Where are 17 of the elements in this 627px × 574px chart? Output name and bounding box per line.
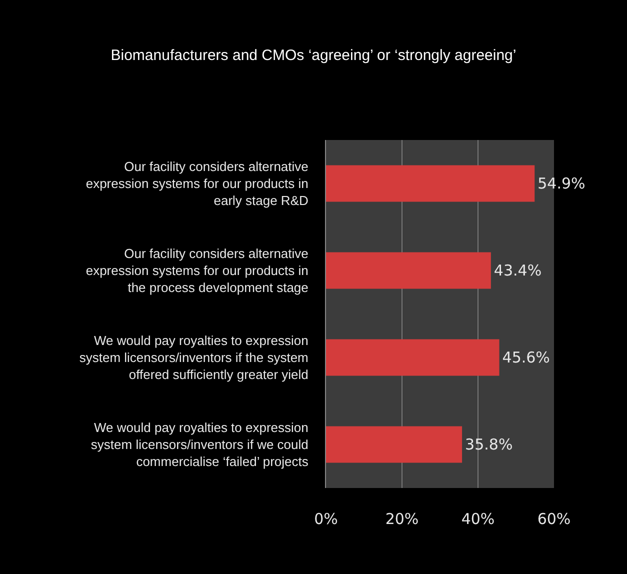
y-tick-label: We would pay royalties to expression system licensors/inventors if the system offered sufficiently greater yield xyxy=(79,333,308,382)
bar xyxy=(326,426,462,463)
y-tick-label: Our facility considers alternative expression systems for our products in early stage R&D xyxy=(86,159,308,208)
data-label: 54.9% xyxy=(538,174,586,192)
y-tick-label: Our facility considers alternative expression systems for our products in the process development stage xyxy=(86,246,308,295)
data-label: 35.8% xyxy=(465,436,513,454)
data-label: 43.4% xyxy=(494,262,542,280)
x-tick-label: 40% xyxy=(461,510,495,528)
bar xyxy=(326,252,491,289)
bar xyxy=(326,165,535,202)
y-tick-label: We would pay royalties to expression system licensors/inventors if we could commercialise ‘failed’ projects xyxy=(90,420,309,469)
x-tick-label: 0% xyxy=(314,510,338,528)
chart-title: Biomanufacturers and CMOs ‘agreeing’ or ‘strongly agreeing’ xyxy=(110,46,516,64)
x-tick-label: 20% xyxy=(385,510,419,528)
bar xyxy=(326,339,500,376)
data-label: 45.6% xyxy=(502,348,550,366)
x-tick-label: 60% xyxy=(537,510,571,528)
